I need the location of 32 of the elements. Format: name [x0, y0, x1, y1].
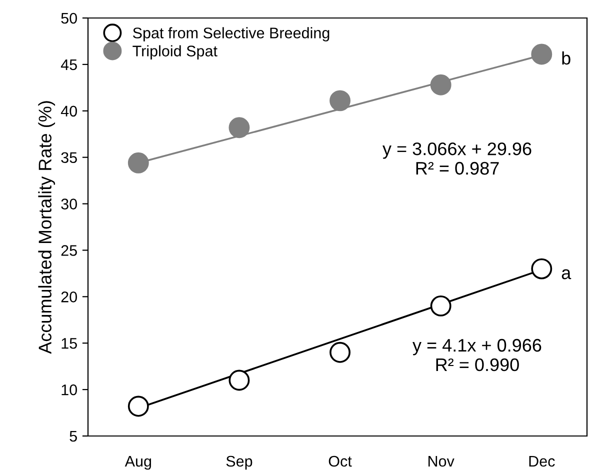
x-tick-label: Sep [226, 456, 252, 470]
point [430, 74, 452, 96]
y-tick-label: 25 [61, 245, 77, 256]
y-tick-label: 20 [61, 292, 77, 302]
point [128, 396, 149, 417]
y-tick-label: 50 [61, 12, 77, 24]
annotation: b [562, 51, 570, 65]
y-axis-title: Accumulated Mortality Rate (%) [38, 101, 56, 354]
point [330, 342, 350, 363]
y-tick-label: 40 [60, 106, 77, 117]
point [531, 258, 552, 280]
point [228, 117, 250, 138]
point [330, 90, 350, 112]
point [128, 152, 149, 174]
x-tick-label: Nov [428, 456, 454, 467]
y-tick-label: 5 [70, 431, 77, 442]
point [531, 44, 552, 65]
x-tick-label: Aug [124, 456, 152, 470]
annotation: a [562, 269, 572, 280]
point [430, 295, 452, 316]
legend-label: Triploid Spat [132, 45, 218, 60]
y-tick-label: 10 [62, 384, 77, 396]
y-tick-label: 15 [62, 338, 77, 349]
y-tick-label: 35 [61, 152, 77, 164]
legend-label: Spat from Selective Breeding [133, 27, 330, 42]
point [228, 370, 250, 391]
annotation: y = 3.066x + 29.96 R² = 0.987 [382, 142, 532, 175]
annotation: y = 4.1x + 0.966 R² = 0.990 [412, 338, 542, 372]
x-tick-label: Dec [529, 456, 555, 467]
x-tick-label: Oct [328, 456, 352, 467]
y-tick-label: 45 [60, 59, 77, 70]
y-tick-label: 30 [61, 198, 77, 210]
